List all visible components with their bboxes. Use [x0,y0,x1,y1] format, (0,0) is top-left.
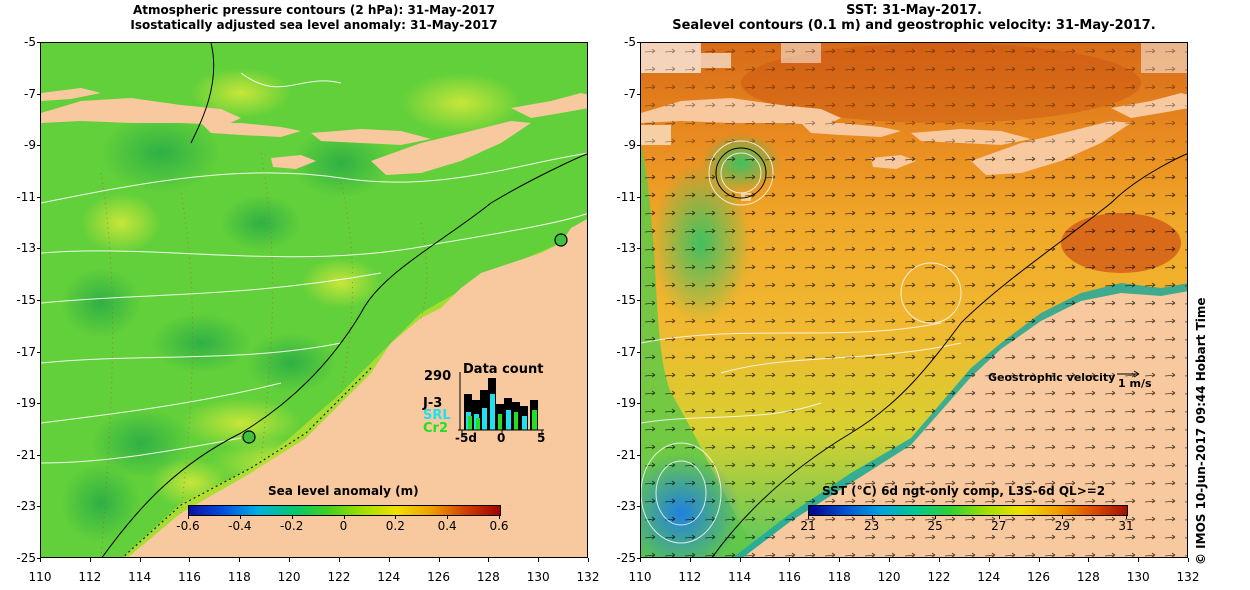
longitude-tick-label: 122 [927,570,951,584]
credit-label: © IMOS 10-Jun-2017 09:44 Hobart Time [1194,297,1208,565]
left-title-line-1: Atmospheric pressure contours (2 hPa): 3… [132,3,495,17]
sst-colorbar-tick: 31 [1118,519,1134,533]
data-count-title: Data count [463,362,544,377]
series-label-cr2: Cr2 [423,421,448,436]
latitude-tick-label: -21 [16,447,36,462]
latitude-tick-label: -5 [24,35,36,49]
latitude-tick-label: -25 [16,551,36,565]
velocity-scale-unit: 1 m/s [1118,377,1152,390]
longitude-tick-label: 116 [178,570,201,584]
longitude-tick-label: 120 [277,570,301,584]
longitude-tick-label: 114 [128,570,152,584]
longitude-tick-label: 126 [427,570,450,584]
sst-map [640,42,1188,558]
longitude-tick-label: 118 [827,570,851,584]
latitude-tick-label: -9 [624,138,636,153]
data-count-histogram [458,372,544,434]
longitude-tick-label: 126 [1027,570,1050,584]
latitude-tick-label: -17 [16,344,36,359]
timor-island [371,121,531,175]
inset-xtick-0: 0 [497,431,506,445]
latitude-tick-label: -21 [616,447,636,462]
longitude-tick-label: 124 [377,570,401,584]
latitude-tick-label: -15 [616,293,636,307]
sea-level-colorbar-tick: -0.6 [176,519,200,533]
latitude-tick-label: -17 [616,344,636,359]
sea-level-colorbar-tick: 0 [339,519,348,533]
right-title-line-2: Sealevel contours (0.1 m) and geostrophi… [672,18,1156,33]
longitude-tick-label: 128 [1076,570,1100,584]
latitude-tick-label: -7 [624,86,636,101]
sea-level-colorbar-label: Sea level anomaly (m) [268,484,419,498]
sea-level-colorbar-tick: 0.2 [385,519,405,533]
longitude-tick-label: 120 [877,570,901,584]
latitude-tick-label: -11 [616,189,636,204]
longitude-tick-label: 130 [1126,570,1150,584]
right-title-line-1: SST: 31-May-2017. [846,3,982,18]
sst-colorbar-gradient [808,505,1128,516]
sea-level-anomaly-map [40,42,588,558]
java-island [41,98,241,125]
latitude-tick-label: -9 [24,138,36,153]
series-label-srl: SRL [423,408,451,423]
left-map-title: Atmospheric pressure contours (2 hPa): 3… [40,3,588,33]
sst-colorbar-tick: 21 [800,519,816,533]
longitude-tick-label: 114 [728,570,752,584]
latitude-tick-label: -19 [16,396,36,411]
latitude-tick-label: -23 [616,499,636,514]
latitude-tick-label: -11 [16,189,36,204]
latitude-tick-label: -13 [616,241,636,256]
longitude-tick-label: 132 [576,570,600,584]
longitude-tick-label: 122 [327,570,351,584]
longitude-tick-label: 130 [526,570,550,584]
longitude-tick-label: 128 [476,570,500,584]
latitude-tick-label: -15 [16,293,36,307]
longitude-tick-label: 112 [678,570,702,584]
sst-colorbar-tick: 29 [1054,519,1071,533]
latitude-tick-label: -5 [624,35,636,49]
longitude-tick-label: 116 [778,570,801,584]
sea-level-colorbar-tick: 0.6 [489,519,509,533]
inset-xtick-minus5: -5d [455,431,477,445]
latitude-tick-label: -13 [16,241,36,256]
inset-xtick-5: 5 [537,431,546,445]
longitude-tick-label: 110 [628,570,652,584]
sea-level-colorbar-tick: 0.4 [437,519,457,533]
velocity-scale-arrow [1117,370,1140,378]
sea-level-colorbar-tick: -0.4 [228,519,252,533]
longitude-tick-label: 124 [977,570,1001,584]
sst-colorbar-tick: 27 [991,519,1007,533]
longitude-tick-label: 132 [1176,570,1200,584]
longitude-tick-label: 118 [227,570,251,584]
sst-colorbar-tick: 23 [863,519,880,533]
sst-colorbar-label: SST (°C) 6d ngt-only comp, L3S-6d QL>=2 [822,484,1106,498]
latitude-tick-label: -7 [24,86,36,101]
series-label-j3: J-3 [423,396,443,411]
latitude-tick-label: -23 [16,499,36,514]
longitude-tick-label: 110 [28,570,52,584]
tide-gauge-marker [242,430,256,444]
longitude-tick-label: 112 [78,570,102,584]
sst-colorbar-tick: 25 [927,519,943,533]
left-title-line-2: Isostatically adjusted sea level anomaly… [130,18,498,32]
latitude-tick-label: -19 [616,396,636,411]
tide-gauge-marker [554,233,568,247]
sea-level-colorbar-tick: -0.2 [279,519,304,533]
australia-land [128,219,587,557]
right-map-title: SST: 31-May-2017. Sealevel contours (0.1… [640,3,1188,33]
data-count-value: 290 [424,369,452,384]
latitude-tick-label: -25 [616,551,636,565]
geostrophic-velocity-label: Geostrophic velocity [988,371,1116,384]
